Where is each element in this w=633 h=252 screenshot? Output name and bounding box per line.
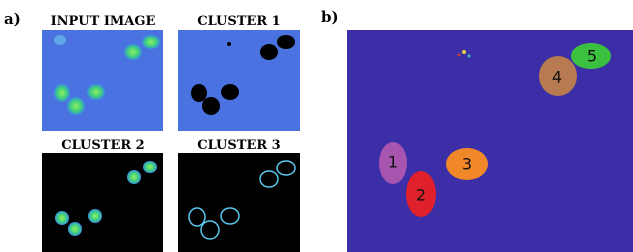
figure: a) INPUT IMAGE CLUSTER 1 CLUSTER 2 CLUST… [0,0,633,252]
segment-label: 2 [416,186,426,205]
image-title: CLUSTER 2 [61,138,144,153]
image-title: CLUSTER 3 [197,138,280,153]
panel-label: b) [321,8,339,26]
input-image [42,30,163,131]
cluster-2-image [42,153,163,252]
panel-label: a) [4,10,21,28]
segment-label: 5 [587,47,597,66]
segment-label: 1 [388,153,398,172]
image-title: INPUT IMAGE [51,14,156,29]
segment-label: 4 [552,68,562,87]
image-title: CLUSTER 1 [197,14,280,29]
segment-label: 3 [462,155,472,174]
cluster-3-image [178,153,300,252]
cluster-1-image [178,30,300,131]
